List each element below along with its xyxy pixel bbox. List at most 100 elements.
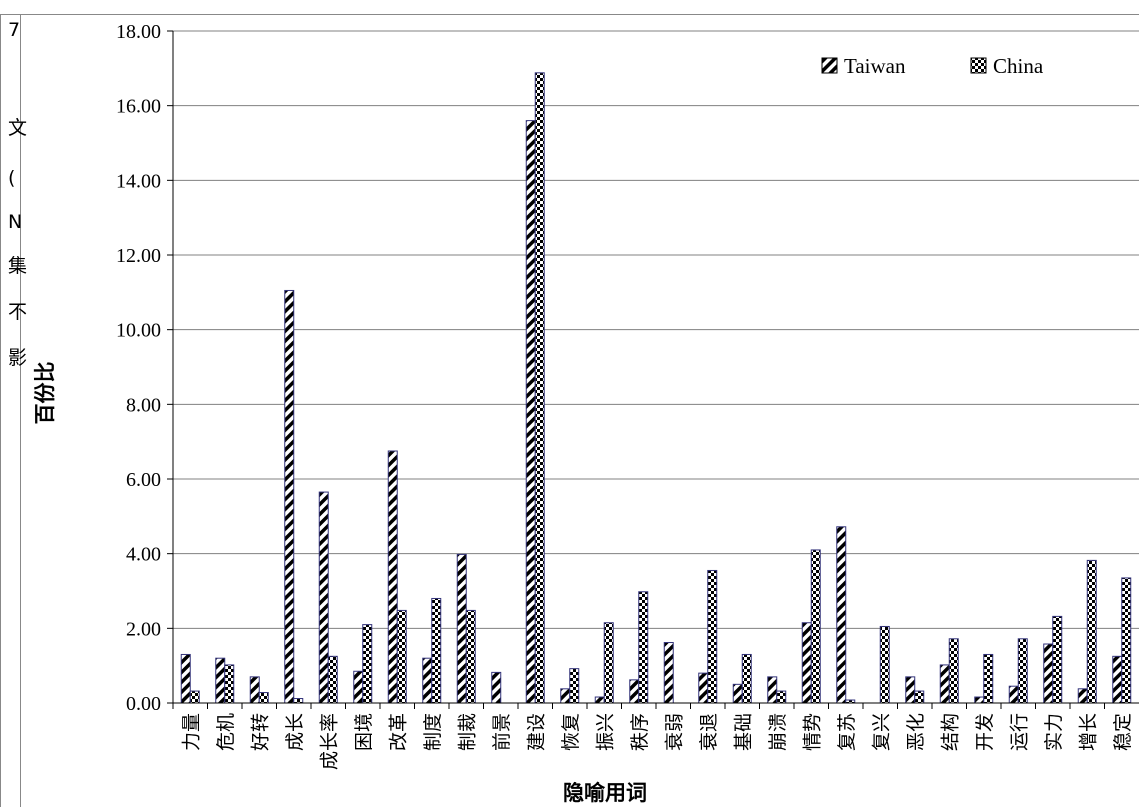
bar-taiwan xyxy=(422,657,433,704)
gridlines xyxy=(173,30,1139,629)
bar-taiwan xyxy=(180,653,191,704)
x-category-label: 崩溃 xyxy=(767,713,789,751)
background-fragment: 7 xyxy=(8,19,20,41)
x-category-label: 复苏 xyxy=(836,713,858,751)
bar-taiwan xyxy=(732,683,743,704)
bar-taiwan xyxy=(594,696,605,704)
x-category-label: 运行 xyxy=(1008,713,1030,751)
y-tick-label: 14.00 xyxy=(116,170,161,192)
bar-china xyxy=(534,72,545,704)
bar-china xyxy=(914,690,925,704)
bar-china xyxy=(224,664,235,704)
background-fragment: ( xyxy=(8,167,15,189)
bar-china xyxy=(1052,615,1063,704)
y-tick-label: 0.00 xyxy=(126,693,161,715)
x-category-label: 恢复 xyxy=(560,713,582,751)
legend-swatch-china xyxy=(970,57,987,74)
bar-china xyxy=(741,653,752,704)
bar-taiwan xyxy=(456,553,467,704)
bar-taiwan xyxy=(353,670,364,704)
bar-taiwan xyxy=(767,676,778,704)
x-category-label: 好转 xyxy=(249,713,271,751)
x-category-label: 振兴 xyxy=(594,713,616,751)
x-category-label: 基础 xyxy=(732,713,754,751)
y-axis: 0.00 2.00 4.00 6.00 8.00 10.00 12.00 14.00 16.00… xyxy=(116,21,174,715)
background-fragment: 文 xyxy=(8,117,27,139)
y-tick-label: 8.00 xyxy=(126,394,161,416)
bar-taiwan xyxy=(318,491,329,704)
bar-taiwan xyxy=(663,642,674,704)
x-category-label: 困境 xyxy=(353,713,375,751)
bars xyxy=(180,72,1132,704)
x-category-label: 复兴 xyxy=(870,713,892,751)
bar-taiwan xyxy=(1077,688,1088,704)
legend-label-taiwan: Taiwan xyxy=(844,54,906,78)
bar-taiwan xyxy=(698,672,709,704)
x-category-label: 增长 xyxy=(1077,713,1099,751)
bar-taiwan xyxy=(836,526,847,704)
bar-china xyxy=(603,622,614,704)
bar-china xyxy=(293,698,304,704)
bar-taiwan xyxy=(939,664,950,704)
bar-taiwan xyxy=(905,676,916,704)
x-category-label: 情势 xyxy=(801,713,823,751)
bar-china xyxy=(810,549,821,704)
bar-china xyxy=(189,690,200,704)
bar-taiwan xyxy=(284,289,295,704)
bar-china xyxy=(396,609,407,704)
bar-taiwan xyxy=(1112,655,1123,704)
x-category-label: 前景 xyxy=(491,713,513,751)
x-category-label: 实力 xyxy=(1043,713,1065,751)
y-tick-label: 18.00 xyxy=(116,21,161,43)
bar-china xyxy=(1017,638,1028,704)
x-axis-title: 隐喻用词 xyxy=(563,781,647,805)
x-category-label: 改革 xyxy=(387,713,409,751)
legend-label-china: China xyxy=(993,54,1044,78)
bar-china xyxy=(707,569,718,704)
legend-swatch-taiwan xyxy=(821,57,838,74)
legend: Taiwan China xyxy=(821,54,1044,78)
x-category-label: 制裁 xyxy=(456,713,478,751)
bar-china xyxy=(327,655,338,704)
x-category-label: 危机 xyxy=(215,713,237,751)
bar-taiwan xyxy=(1043,643,1054,704)
y-tick-label: 10.00 xyxy=(116,320,161,342)
x-category-label: 稳定 xyxy=(1112,713,1134,751)
bar-taiwan xyxy=(387,450,398,704)
x-category-label: 成长 xyxy=(284,713,306,751)
x-axis: 力量 危机 好转 成长 成长率 困境 改革 制度 制裁 前景 建设 恢复 振兴 秩序 衰弱 衰退 基础 崩溃 情势复… xyxy=(172,702,1139,770)
y-axis-title: 百份比 xyxy=(33,362,57,425)
bar-taiwan xyxy=(491,671,502,704)
bar-taiwan xyxy=(525,120,536,704)
background-fragment: 影 xyxy=(8,347,27,369)
bar-china xyxy=(431,597,442,704)
bar-taiwan xyxy=(801,622,812,704)
y-tick-label: 6.00 xyxy=(126,469,161,491)
bar-taiwan xyxy=(560,688,571,704)
x-category-label: 制度 xyxy=(422,713,444,751)
bar-china xyxy=(879,625,890,704)
bar-taiwan xyxy=(974,696,985,704)
bar-china xyxy=(569,668,580,704)
background-fragment: 集 xyxy=(8,255,27,277)
y-tick-label: 2.00 xyxy=(126,618,161,640)
x-category-label: 力量 xyxy=(180,713,202,751)
bar-china xyxy=(948,638,959,704)
bar-china xyxy=(638,591,649,704)
y-tick-label: 16.00 xyxy=(116,96,161,118)
background-fragment: 不 xyxy=(8,301,27,323)
y-tick-label: 12.00 xyxy=(116,245,161,267)
bar-china xyxy=(983,653,994,704)
x-category-label: 建设 xyxy=(525,713,547,751)
bar-china xyxy=(776,690,787,704)
bar-china xyxy=(1086,559,1097,704)
x-category-label: 秩序 xyxy=(629,713,651,751)
x-category-label: 成长率 xyxy=(318,713,340,770)
bar-taiwan xyxy=(629,679,640,704)
x-category-label: 衰退 xyxy=(698,713,720,751)
x-category-label: 衰弱 xyxy=(663,713,685,751)
y-tick-label: 4.00 xyxy=(126,544,161,566)
bar-taiwan xyxy=(1008,685,1019,704)
x-category-label: 结构 xyxy=(939,713,961,751)
